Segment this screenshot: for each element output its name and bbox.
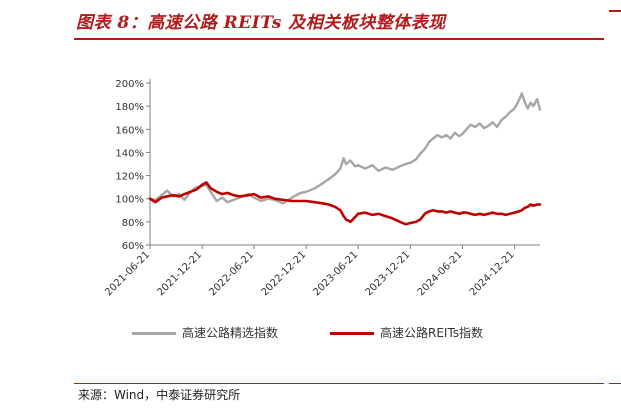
adjacent-panel-rule-bottom xyxy=(609,383,621,384)
legend-label-gray: 高速公路精选指数 xyxy=(182,326,279,340)
x-tick-label: 2023-06-21 xyxy=(311,249,360,298)
legend-swatch-red xyxy=(330,332,374,335)
legend-label-red: 高速公路REITs指数 xyxy=(380,326,484,340)
title-divider xyxy=(74,38,604,40)
x-tick-label: 2024-06-21 xyxy=(416,249,465,298)
y-tick-label: 120% xyxy=(115,172,144,183)
legend-item-gray: 高速公路精选指数 xyxy=(132,324,278,341)
source-note: 来源：Wind，中泰证券研究所 xyxy=(78,388,241,402)
y-tick-label: 80% xyxy=(122,218,144,229)
y-tick-label: 60% xyxy=(122,241,144,252)
legend-item-red: 高速公路REITs指数 xyxy=(330,324,483,341)
y-tick-label: 180% xyxy=(115,102,144,113)
y-tick-label: 160% xyxy=(115,125,144,136)
y-tick-label: 140% xyxy=(115,148,144,159)
y-tick-label: 200% xyxy=(115,79,144,90)
y-tick-label: 100% xyxy=(115,195,144,206)
x-tick-label: 2021-12-21 xyxy=(155,249,204,298)
footer-divider xyxy=(74,383,604,384)
series-line-expressway-index xyxy=(148,92,542,205)
x-tick-label: 2021-06-21 xyxy=(103,249,152,298)
x-tick-label: 2022-12-21 xyxy=(259,249,308,298)
x-tick-label: 2023-12-21 xyxy=(364,249,413,298)
chart-title: 图表 8：高速公路 REITs 及相关板块整体表现 xyxy=(76,13,446,33)
x-tick-label: 2022-06-21 xyxy=(207,249,256,298)
x-tick-label: 2024-12-21 xyxy=(468,249,517,298)
legend-swatch-gray xyxy=(132,332,176,335)
adjacent-panel-rule xyxy=(609,10,621,12)
series-line-reits-index xyxy=(148,181,542,226)
